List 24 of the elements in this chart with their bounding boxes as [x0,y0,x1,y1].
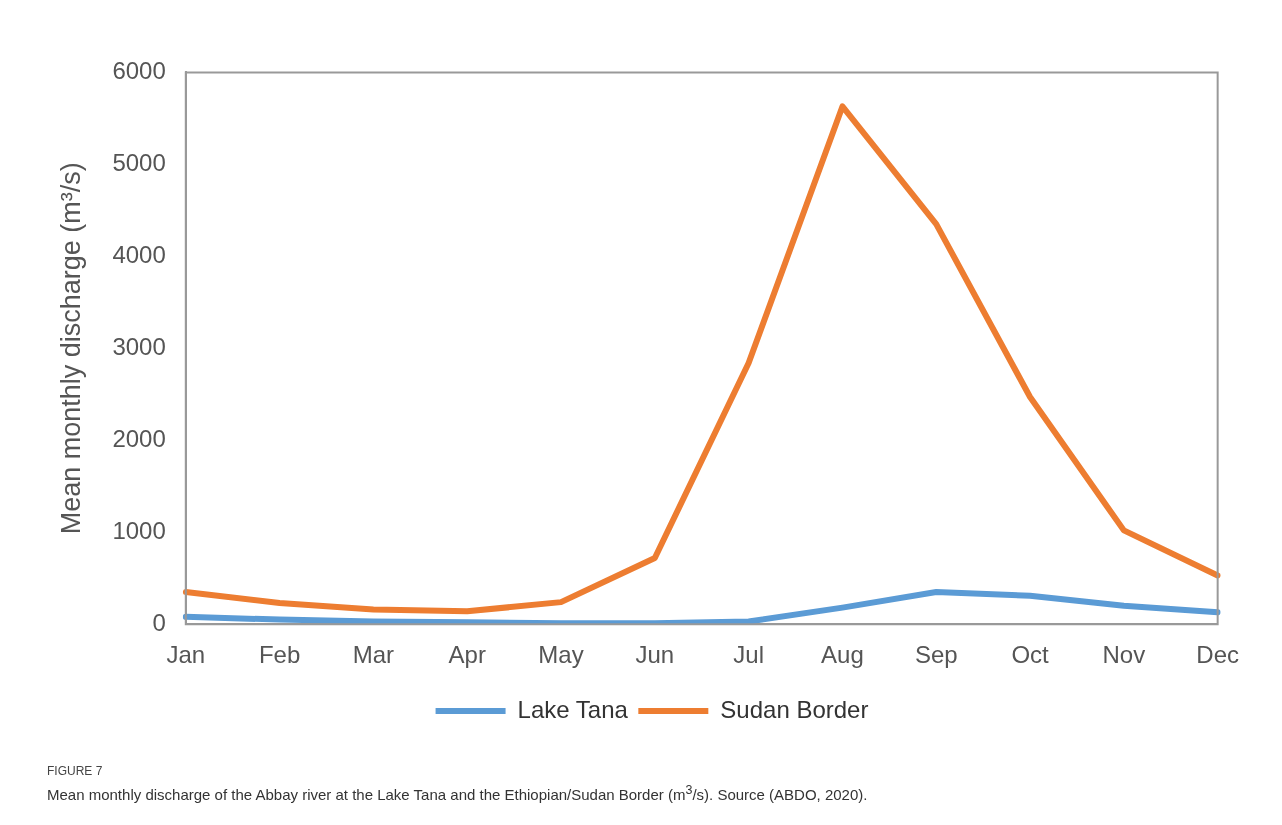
x-tick-label: Jul [733,641,764,669]
legend-label: Lake Tana [517,695,629,723]
y-tick-label: 5000 [112,148,166,176]
y-tick-label: 2000 [112,424,166,452]
x-tick-label: Jan [166,641,206,669]
x-tick-label: Nov [1102,641,1146,669]
x-tick-label: Sep [914,641,958,669]
x-tick-label: Apr [448,641,486,669]
x-tick-label: May [538,641,584,669]
x-tick-label: Aug [821,641,864,669]
x-tick-label: Mar [352,641,395,669]
x-tick-label: Feb [258,641,301,669]
caption: FIGURE 7 [47,764,103,778]
y-tick-label: 6000 [112,57,166,85]
legend-label: Sudan Border [720,695,869,723]
y-tick-label: 3000 [112,332,166,360]
x-tick-label: Oct [1011,641,1050,669]
x-tick-label: Dec [1196,641,1239,669]
y-axis-title: Mean monthly discharge (m³/s) [55,162,86,535]
y-tick-label: 1000 [112,516,166,544]
y-tick-label: 0 [152,608,166,636]
text: Mean monthly discharge of the Abbay river at the Lake Tana and the Ethiopian/Sudan Border (m$^{3}$/s). Source (ABDO, 2020). [47,783,868,803]
x-tick-label: Jun [635,641,675,669]
y-tick-label: 4000 [112,240,166,268]
